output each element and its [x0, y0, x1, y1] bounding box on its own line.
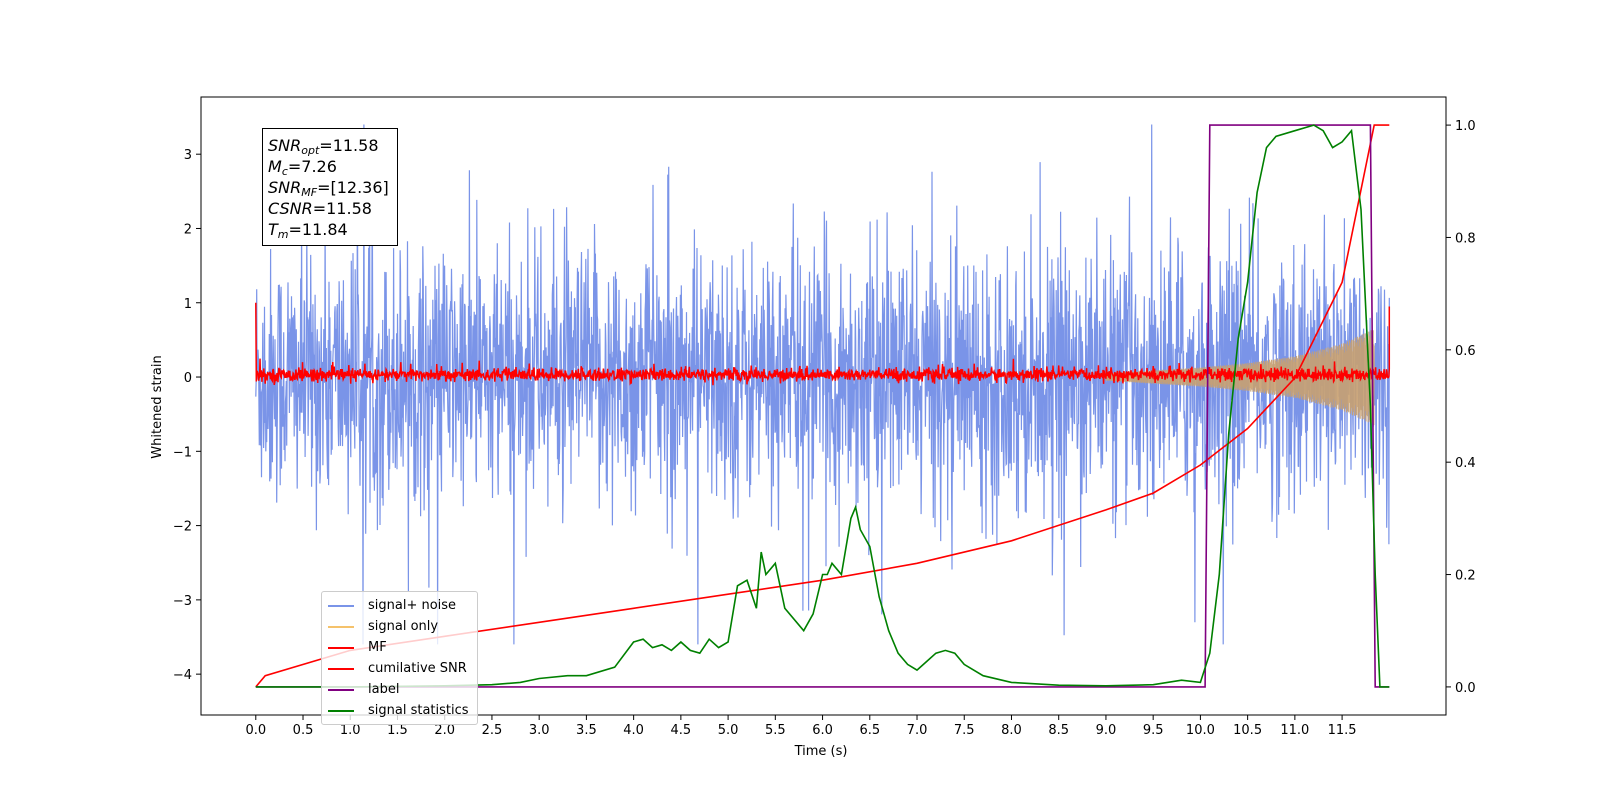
y-right-tick-label: 0.8 [1455, 231, 1476, 246]
y-tick-label: −3 [173, 594, 192, 609]
y-right-tick-label: 0.2 [1455, 569, 1476, 584]
y-right-tick-label: 0.0 [1455, 681, 1476, 696]
series-line-label [255, 124, 1390, 688]
y-axis-left-ticks: −4 −3 −2 −1 0 1 2 3 [173, 148, 201, 683]
y-tick-label: −2 [173, 520, 192, 535]
legend-item: signal statistics [328, 700, 477, 721]
legend-item: cumilative SNR [328, 658, 477, 679]
y-tick-label: −1 [173, 445, 192, 460]
x-tick-label: 6.5 [859, 723, 880, 738]
legend-swatch [328, 625, 354, 628]
stat-snr-opt: SNRopt=11.58 [268, 136, 379, 157]
x-tick-label: 8.5 [1048, 723, 1069, 738]
x-tick-label: 9.0 [1096, 723, 1117, 738]
x-axis-ticks: 0.0 0.5 1.0 1.5 2.0 2.5 3.0 3.5 4.0 4.5 5.0 5.5 6.0 6… [245, 715, 1357, 738]
y-tick-label: 2 [184, 222, 192, 237]
y-axis-right-ticks: 0.0 0.2 0.4 0.6 0.8 1.0 [1446, 119, 1476, 696]
series-line-signal-statistics [255, 124, 1390, 688]
x-tick-label: 9.5 [1143, 723, 1164, 738]
legend-swatch [328, 688, 354, 691]
legend-swatch [328, 667, 354, 670]
y-tick-label: 1 [184, 297, 192, 312]
x-tick-label: 3.0 [529, 723, 550, 738]
x-tick-label: 8.0 [1001, 723, 1022, 738]
legend-item: signal only [328, 616, 477, 637]
x-tick-label: 11.0 [1280, 723, 1309, 738]
x-tick-label: 6.0 [812, 723, 833, 738]
stat-tm: Tm=11.84 [268, 220, 348, 241]
x-tick-label: 5.5 [765, 723, 786, 738]
x-tick-label: 1.5 [387, 723, 408, 738]
legend-swatch [328, 646, 354, 649]
x-tick-label: 10.0 [1186, 723, 1215, 738]
x-tick-label: 4.0 [623, 723, 644, 738]
x-tick-label: 0.0 [245, 723, 266, 738]
plot-frame [200, 96, 1447, 716]
y-tick-label: −4 [173, 668, 192, 683]
x-tick-label: 5.0 [718, 723, 739, 738]
x-tick-label: 3.5 [576, 723, 597, 738]
chart-legend: signal+ noise signal only MF cumilative … [321, 591, 478, 725]
y-axis-label: Whitened strain [150, 355, 165, 458]
stat-snr-mf: SNRMF=[12.36] [268, 178, 389, 199]
x-tick-label: 0.5 [293, 723, 314, 738]
x-tick-label: 7.5 [954, 723, 975, 738]
y-right-tick-label: 0.6 [1455, 344, 1476, 359]
legend-item: MF [328, 637, 477, 658]
stat-csnr: CSNR=11.58 [268, 199, 372, 218]
legend-swatch [328, 604, 354, 607]
legend-item: label [328, 679, 477, 700]
x-tick-label: 10.5 [1233, 723, 1262, 738]
x-tick-label: 4.5 [671, 723, 692, 738]
series-line-signal-noise [255, 124, 1390, 645]
stats-annotation-box: SNRopt=11.58 Mc=7.26 SNRMF=[12.36] CSNR=… [262, 128, 398, 246]
x-tick-label: 11.5 [1328, 723, 1357, 738]
y-tick-label: 0 [184, 371, 192, 386]
y-right-tick-label: 1.0 [1455, 119, 1476, 134]
legend-item: signal+ noise [328, 595, 477, 616]
x-axis-label: Time (s) [794, 744, 848, 759]
x-tick-label: 1.0 [340, 723, 361, 738]
x-tick-label: 2.0 [434, 723, 455, 738]
x-tick-label: 7.0 [907, 723, 928, 738]
y-right-tick-label: 0.4 [1455, 456, 1476, 471]
series-line-mf [255, 302, 1391, 386]
x-tick-label: 2.5 [482, 723, 503, 738]
legend-swatch [328, 709, 354, 712]
stat-mc: Mc=7.26 [268, 157, 337, 178]
y-tick-label: 3 [184, 148, 192, 163]
